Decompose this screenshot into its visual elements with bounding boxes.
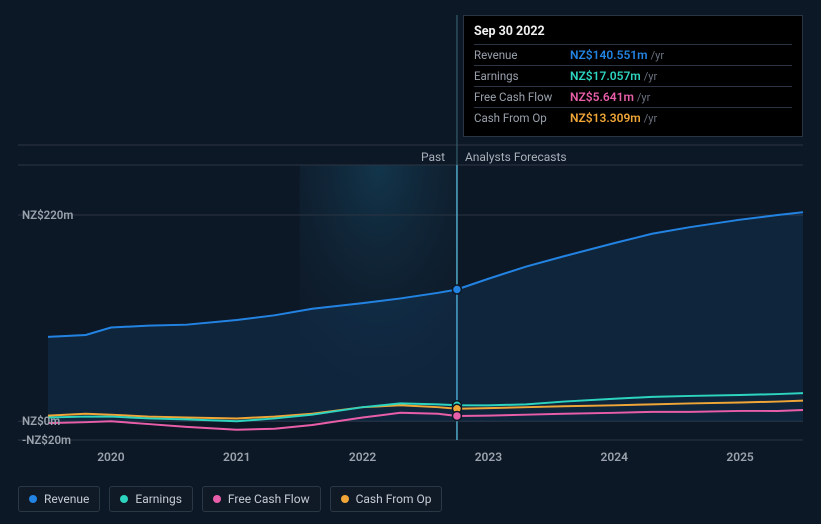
legend-dot-icon (213, 495, 221, 503)
past-region-label: Past (421, 150, 445, 164)
tooltip-row: Cash From OpNZ$13.309m/yr (474, 107, 792, 128)
legend: Revenue Earnings Free Cash Flow Cash From O… (18, 486, 442, 512)
x-tick-label: 2020 (97, 450, 124, 464)
tooltip-metric-label: Revenue (474, 48, 570, 62)
legend-label: Free Cash Flow (228, 492, 310, 506)
hover-tooltip: Sep 30 2022 RevenueNZ$140.551m/yrEarning… (463, 15, 803, 137)
legend-dot-icon (341, 495, 349, 503)
legend-dot-icon (29, 495, 37, 503)
x-tick-label: 2021 (223, 450, 250, 464)
legend-dot-icon (120, 495, 128, 503)
tooltip-metric-unit: /yr (644, 112, 657, 125)
chart-area[interactable]: Sep 30 2022 RevenueNZ$140.551m/yrEarning… (0, 0, 821, 524)
tooltip-metric-label: Cash From Op (474, 111, 570, 125)
x-tick-label: 2022 (349, 450, 376, 464)
tooltip-metric-value: NZ$5.641m (570, 90, 634, 104)
tooltip-metric-value: NZ$140.551m (570, 48, 648, 62)
tooltip-row: EarningsNZ$17.057m/yr (474, 65, 792, 86)
tooltip-metric-value: NZ$13.309m (570, 111, 641, 125)
tooltip-metric-value: NZ$17.057m (570, 69, 641, 83)
tooltip-metric-unit: /yr (644, 70, 657, 83)
legend-item-free-cash-flow[interactable]: Free Cash Flow (202, 486, 321, 512)
forecast-region-label: Analysts Forecasts (465, 150, 567, 164)
legend-label: Cash From Op (356, 492, 432, 506)
y-tick-label: NZ$0m (22, 414, 60, 428)
tooltip-metric-label: Free Cash Flow (474, 90, 570, 104)
legend-item-revenue[interactable]: Revenue (18, 486, 100, 512)
x-tick-label: 2023 (475, 450, 502, 464)
tooltip-date: Sep 30 2022 (474, 22, 792, 44)
tooltip-metric-unit: /yr (637, 91, 650, 104)
legend-item-cash-from-op[interactable]: Cash From Op (330, 486, 443, 512)
tooltip-metric-label: Earnings (474, 69, 570, 83)
legend-label: Earnings (135, 492, 182, 506)
x-tick-label: 2025 (726, 450, 753, 464)
tooltip-metric-unit: /yr (651, 49, 664, 62)
legend-label: Revenue (44, 492, 89, 506)
y-tick-label: NZ$220m (22, 208, 73, 222)
x-tick-label: 2024 (601, 450, 628, 464)
y-tick-label: -NZ$20m (22, 433, 71, 447)
tooltip-row: Free Cash FlowNZ$5.641m/yr (474, 86, 792, 107)
legend-item-earnings[interactable]: Earnings (109, 486, 193, 512)
tooltip-row: RevenueNZ$140.551m/yr (474, 44, 792, 65)
